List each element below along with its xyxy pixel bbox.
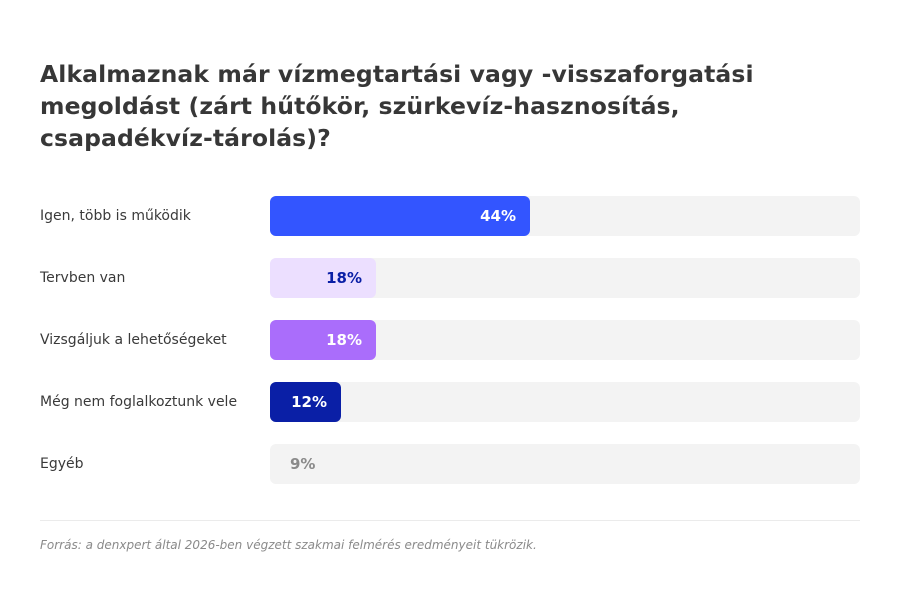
- value-label: 44%: [480, 207, 516, 225]
- bar-row: Egyéb 9%: [40, 444, 860, 484]
- category-label: Tervben van: [40, 270, 126, 286]
- bar: [270, 382, 341, 422]
- category-label: Egyéb: [40, 456, 84, 472]
- bar: [270, 196, 530, 236]
- category-label: Igen, több is működik: [40, 208, 191, 224]
- bar-row: Még nem foglalkoztunk vele 12%: [40, 382, 860, 422]
- bar-track: 9%: [270, 444, 860, 484]
- bar-row: Igen, több is működik 44%: [40, 196, 860, 236]
- bar-row: Tervben van 18%: [40, 258, 860, 298]
- value-label: 9%: [290, 455, 316, 473]
- bar-track: 44%: [270, 196, 860, 236]
- bar-track: 18%: [270, 320, 860, 360]
- value-label: 12%: [291, 393, 327, 411]
- bar-row: Vizsgáljuk a lehetőségeket 18%: [40, 320, 860, 360]
- source-note: Forrás: a denxpert által 2026-ben végzet…: [40, 538, 537, 552]
- bar-track: 12%: [270, 382, 860, 422]
- divider: [40, 520, 860, 521]
- value-label: 18%: [326, 331, 362, 349]
- bar: [270, 320, 376, 360]
- category-label: Még nem foglalkoztunk vele: [40, 394, 238, 410]
- bar: [270, 258, 376, 298]
- value-label: 18%: [326, 269, 362, 287]
- category-label: Vizsgáljuk a lehetőségeket: [40, 332, 227, 348]
- chart-title: Alkalmaznak már vízmegtartási vagy -viss…: [40, 60, 754, 152]
- bar-track: 18%: [270, 258, 860, 298]
